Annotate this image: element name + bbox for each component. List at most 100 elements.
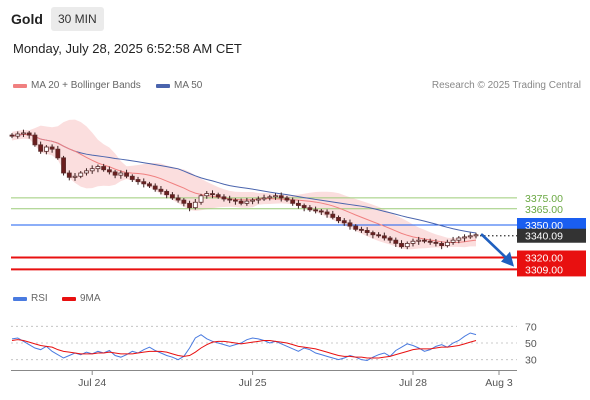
candle xyxy=(381,232,387,241)
candle-body-up xyxy=(456,237,462,241)
candle-body-down xyxy=(55,148,61,159)
candle xyxy=(450,236,456,245)
bollinger-band xyxy=(12,119,476,250)
rsi-tick-label: 70 xyxy=(525,321,537,333)
rsi-ma-line xyxy=(11,339,477,359)
candle-body-down xyxy=(101,166,107,171)
candle-body-down xyxy=(38,144,44,152)
candle-body-down xyxy=(359,228,364,231)
candle xyxy=(433,239,439,247)
candle-body-up xyxy=(473,234,479,237)
candle xyxy=(416,236,422,245)
candle-body-down xyxy=(341,220,347,224)
candle xyxy=(210,190,215,199)
candle-body-down xyxy=(422,239,427,242)
candle xyxy=(244,197,250,206)
candle-body-up xyxy=(78,172,84,177)
time-tick-label: Jul 25 xyxy=(239,377,267,389)
candle-body-up xyxy=(84,170,89,174)
candle xyxy=(227,195,233,204)
last-price-badge xyxy=(517,228,586,243)
candle-body-up xyxy=(404,243,410,248)
candle xyxy=(439,241,445,250)
candle-body-down xyxy=(164,191,170,196)
candle xyxy=(72,173,78,181)
candle-body-up xyxy=(21,132,26,135)
candle-body-up xyxy=(192,201,198,209)
candle xyxy=(330,210,336,220)
candle xyxy=(370,230,376,239)
ma50-swatch xyxy=(156,83,170,88)
candles-layer xyxy=(9,129,479,250)
candle-body-down xyxy=(353,225,359,230)
candle xyxy=(26,130,32,139)
candle xyxy=(296,200,301,209)
moving-averages-layer xyxy=(11,133,477,244)
candle-body-down xyxy=(381,235,387,239)
time-axis-line xyxy=(11,370,517,371)
candle-body-down xyxy=(124,172,129,177)
candle xyxy=(198,193,204,205)
candle xyxy=(112,169,118,179)
candle-body-down xyxy=(169,194,175,199)
candle xyxy=(359,226,364,233)
candle xyxy=(55,145,61,160)
candle-body-up xyxy=(255,198,261,201)
candle-body-up xyxy=(267,196,273,199)
candle xyxy=(467,232,473,239)
candle xyxy=(238,198,244,206)
candle-body-down xyxy=(158,188,164,192)
time-axis: Jul 24 Jul 25 Jul 28 Aug 3 xyxy=(78,371,513,389)
candle xyxy=(61,155,66,176)
candle-body-down xyxy=(187,202,192,209)
candle-body-down xyxy=(238,200,244,204)
candle-body-up xyxy=(261,197,267,200)
level-labels-layer: 3375.003365.003350.003340.093320.003309.… xyxy=(517,193,586,277)
candle-body-up xyxy=(250,199,255,202)
candle-body-down xyxy=(427,240,433,243)
candle-body-down xyxy=(181,199,187,204)
candle-body-down xyxy=(313,209,319,212)
candle xyxy=(215,192,221,199)
candle xyxy=(38,141,44,154)
copyright-notice: Research © 2025 Trading Central xyxy=(431,80,581,91)
candle xyxy=(78,171,84,179)
timeframe-badge[interactable]: 30 MIN xyxy=(51,7,104,31)
candle xyxy=(290,197,296,206)
candle-body-down xyxy=(106,169,112,173)
candle-body-down xyxy=(284,197,290,201)
candle xyxy=(399,240,404,249)
candle xyxy=(89,165,95,174)
candle xyxy=(456,236,462,244)
candle-body-down xyxy=(301,205,307,209)
candle xyxy=(43,145,49,155)
candle xyxy=(353,224,359,232)
candle-body-up xyxy=(450,239,456,243)
candle-body-up xyxy=(43,146,49,152)
candle-body-up xyxy=(198,195,204,203)
candle-body-down xyxy=(318,210,324,213)
candle xyxy=(175,194,181,203)
candle-body-down xyxy=(324,211,330,215)
legend-rsi-label: RSI xyxy=(31,293,48,304)
candle-body-down xyxy=(347,222,353,227)
chart-datetime: Monday, July 28, 2025 6:52:58 AM CET xyxy=(13,41,242,56)
candle-body-up xyxy=(118,172,124,176)
candle-body-down xyxy=(210,193,215,196)
resistance-label: 3365.00 xyxy=(525,204,563,216)
candle xyxy=(307,205,313,212)
candle-body-down xyxy=(135,179,141,183)
candle xyxy=(273,193,278,200)
candle xyxy=(101,163,107,172)
candle xyxy=(147,181,152,188)
instrument-title: Gold xyxy=(11,11,43,27)
candle-body-down xyxy=(399,243,404,248)
candle-body-down xyxy=(26,132,32,136)
candle-body-down xyxy=(227,198,233,201)
support-label: 3320.00 xyxy=(525,253,563,265)
candle xyxy=(404,241,410,250)
candle xyxy=(387,236,393,244)
rsi-panel: 70 50 30 xyxy=(11,321,537,367)
candle xyxy=(192,199,198,210)
candle xyxy=(318,208,324,216)
